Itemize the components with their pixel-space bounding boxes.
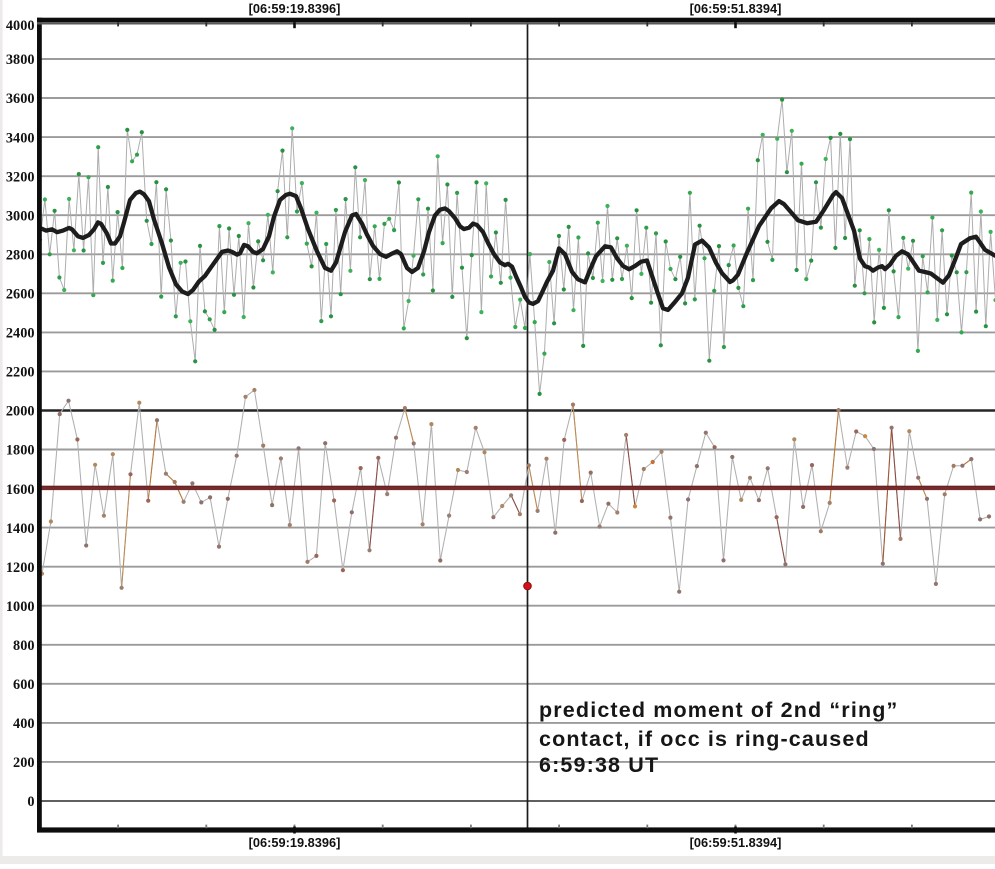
svg-text:1000: 1000 (6, 599, 35, 615)
svg-text:2800: 2800 (6, 248, 35, 264)
svg-text:4000: 4000 (6, 18, 35, 34)
svg-text:2600: 2600 (6, 287, 35, 303)
svg-text:1800: 1800 (6, 443, 35, 459)
svg-text:200: 200 (13, 755, 34, 771)
svg-text:2000: 2000 (6, 404, 35, 420)
svg-text:3000: 3000 (6, 208, 35, 224)
svg-text:600: 600 (13, 677, 34, 693)
svg-text:2200: 2200 (6, 365, 35, 381)
svg-text:1400: 1400 (6, 521, 35, 537)
svg-text:3200: 3200 (6, 169, 35, 185)
svg-text:6:59:38 UT: 6:59:38 UT (539, 753, 659, 777)
svg-text:1200: 1200 (6, 560, 35, 576)
svg-text:[06:59:19.8396]: [06:59:19.8396] (249, 1, 341, 16)
svg-text:3400: 3400 (6, 130, 35, 146)
svg-text:1600: 1600 (6, 482, 35, 498)
svg-text:800: 800 (13, 638, 34, 654)
svg-text:[06:59:19.8396]: [06:59:19.8396] (249, 835, 341, 850)
svg-text:contact, if occ is ring-caused: contact, if occ is ring-caused (539, 727, 870, 751)
svg-text:[06:59:51.8394]: [06:59:51.8394] (690, 835, 782, 850)
svg-text:3800: 3800 (6, 52, 35, 68)
svg-text:2400: 2400 (6, 326, 35, 342)
svg-text:400: 400 (13, 716, 34, 732)
svg-text:predicted moment of 2nd “ring”: predicted moment of 2nd “ring” (539, 698, 898, 722)
svg-text:0: 0 (27, 794, 34, 810)
svg-text:[06:59:51.8394]: [06:59:51.8394] (690, 1, 782, 16)
svg-text:3600: 3600 (6, 91, 35, 107)
